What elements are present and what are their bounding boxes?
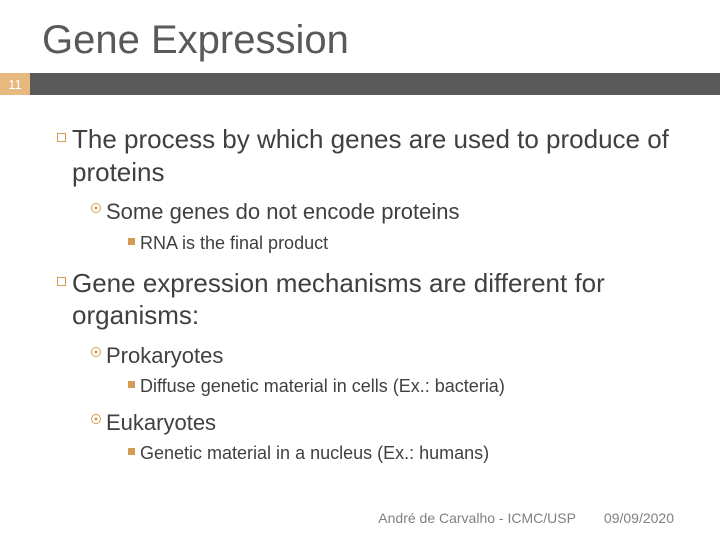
bullet-level2: Some genes do not encode proteins [86, 198, 670, 226]
bullet-text: Gene expression mechanisms are different… [72, 267, 670, 332]
bullet-level3: RNA is the final product [122, 232, 670, 255]
slide-footer: André de Carvalho - ICMC/USP 09/09/2020 [378, 510, 674, 526]
bullet-level2: Prokaryotes [86, 342, 670, 370]
bullet-level2: Eukaryotes [86, 409, 670, 437]
target-circle-icon [86, 414, 106, 424]
bullet-text: RNA is the final product [140, 232, 670, 255]
footer-author: André de Carvalho - ICMC/USP [378, 510, 576, 526]
square-hollow-icon [50, 133, 72, 142]
bullet-text: Prokaryotes [106, 342, 670, 370]
bullet-level3: Diffuse genetic material in cells (Ex.: … [122, 375, 670, 398]
bullet-level1: Gene expression mechanisms are different… [50, 267, 670, 332]
page-bar: 11 [0, 73, 720, 95]
bullet-level3: Genetic material in a nucleus (Ex.: huma… [122, 442, 670, 465]
square-filled-icon [122, 381, 140, 388]
slide-title: Gene Expression [0, 0, 720, 73]
bullet-text: Diffuse genetic material in cells (Ex.: … [140, 375, 670, 398]
bullet-text: Genetic material in a nucleus (Ex.: huma… [140, 442, 670, 465]
slide-content: The process by which genes are used to p… [0, 95, 720, 466]
target-circle-icon [86, 203, 106, 213]
bullet-text: The process by which genes are used to p… [72, 123, 670, 188]
bullet-text: Eukaryotes [106, 409, 670, 437]
bullet-level1: The process by which genes are used to p… [50, 123, 670, 188]
square-filled-icon [122, 448, 140, 455]
footer-date: 09/09/2020 [604, 510, 674, 526]
bullet-text: Some genes do not encode proteins [106, 198, 670, 226]
square-filled-icon [122, 238, 140, 245]
page-number-badge: 11 [0, 73, 30, 95]
square-hollow-icon [50, 277, 72, 286]
target-circle-icon [86, 347, 106, 357]
